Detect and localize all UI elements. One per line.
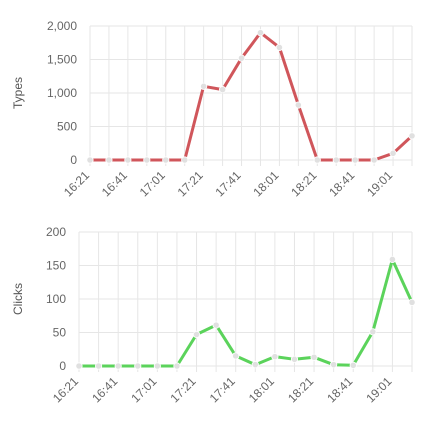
y-tick-label: 200 — [46, 225, 66, 239]
clicks-data-point[interactable] — [310, 353, 318, 361]
clicks-data-point[interactable] — [251, 361, 259, 369]
types-data-point[interactable] — [313, 156, 321, 164]
y-tick-label: 100 — [46, 292, 66, 306]
clicks-axis-title: Clicks — [11, 283, 25, 315]
y-tick-label: 2,000 — [47, 19, 77, 33]
types-data-point[interactable] — [370, 156, 378, 164]
clicks-data-point[interactable] — [134, 362, 142, 370]
types-data-point[interactable] — [408, 132, 416, 140]
x-tick-label: 18:41 — [326, 168, 357, 199]
y-tick-label: 1,000 — [47, 86, 77, 100]
clicks-data-point[interactable] — [290, 355, 299, 363]
y-tick-label: 1,500 — [47, 53, 77, 67]
types-series-line — [88, 31, 414, 162]
clicks-data-point[interactable] — [271, 353, 279, 361]
clicks-data-point[interactable] — [212, 321, 220, 329]
x-tick-label: 17:41 — [213, 168, 244, 199]
x-tick-label: 18:01 — [250, 168, 281, 199]
x-tick-label: 17:21 — [175, 168, 206, 199]
types-data-point[interactable] — [124, 156, 132, 164]
clicks-data-point[interactable] — [408, 298, 416, 306]
types-data-point[interactable] — [332, 156, 340, 164]
x-tick-label: 17:01 — [128, 374, 159, 405]
x-tick-label: 18:21 — [285, 374, 316, 405]
types-data-point[interactable] — [218, 86, 227, 94]
clicks-data-point[interactable] — [330, 361, 338, 369]
x-tick-label: 16:41 — [99, 168, 130, 199]
clicks-data-point[interactable] — [388, 255, 397, 264]
clicks-chart: 0 50 100 150 200 16:21 16:41 17:01 17:21 17:41 18:… — [11, 225, 416, 405]
types-data-point[interactable] — [389, 149, 397, 157]
x-tick-label: 16:21 — [50, 374, 81, 405]
y-tick-label: 50 — [53, 326, 67, 340]
clicks-series-line — [77, 258, 414, 368]
x-tick-label: 17:21 — [168, 374, 199, 405]
types-axis-title: Types — [11, 77, 25, 109]
x-tick-label: 17:01 — [137, 168, 168, 199]
clicks-data-point[interactable] — [192, 330, 201, 339]
types-data-point[interactable] — [275, 43, 284, 52]
types-data-point[interactable] — [181, 156, 189, 164]
types-data-point[interactable] — [105, 156, 113, 164]
y-tick-label: 0 — [59, 359, 66, 373]
clicks-data-point[interactable] — [349, 361, 357, 369]
clicks-data-point[interactable] — [173, 362, 181, 370]
clicks-data-point[interactable] — [75, 362, 83, 370]
y-tick-label: 0 — [70, 153, 77, 167]
x-tick-label: 18:41 — [324, 374, 355, 405]
clicks-data-point[interactable] — [153, 362, 161, 370]
types-data-point[interactable] — [256, 29, 265, 37]
clicks-data-point[interactable] — [369, 328, 377, 336]
types-data-point[interactable] — [143, 156, 151, 164]
x-tick-label: 18:21 — [288, 168, 319, 199]
y-tick-label: 500 — [57, 120, 77, 134]
clicks-data-point[interactable] — [232, 352, 240, 360]
x-tick-label: 16:21 — [61, 168, 92, 199]
types-data-point[interactable] — [351, 156, 359, 164]
x-tick-label: 16:41 — [89, 374, 120, 405]
types-data-point[interactable] — [200, 82, 208, 90]
x-tick-label: 18:01 — [246, 374, 277, 405]
types-data-point[interactable] — [162, 156, 170, 164]
x-tick-label: 19:01 — [364, 168, 395, 199]
clicks-data-point[interactable] — [114, 362, 122, 370]
y-tick-label: 150 — [46, 259, 66, 273]
types-data-point[interactable] — [294, 101, 302, 109]
x-tick-label: 17:41 — [207, 374, 238, 405]
clicks-data-point[interactable] — [94, 362, 103, 370]
types-data-point[interactable] — [237, 54, 246, 62]
types-data-point[interactable] — [86, 156, 94, 164]
x-tick-label: 19:01 — [363, 374, 394, 405]
